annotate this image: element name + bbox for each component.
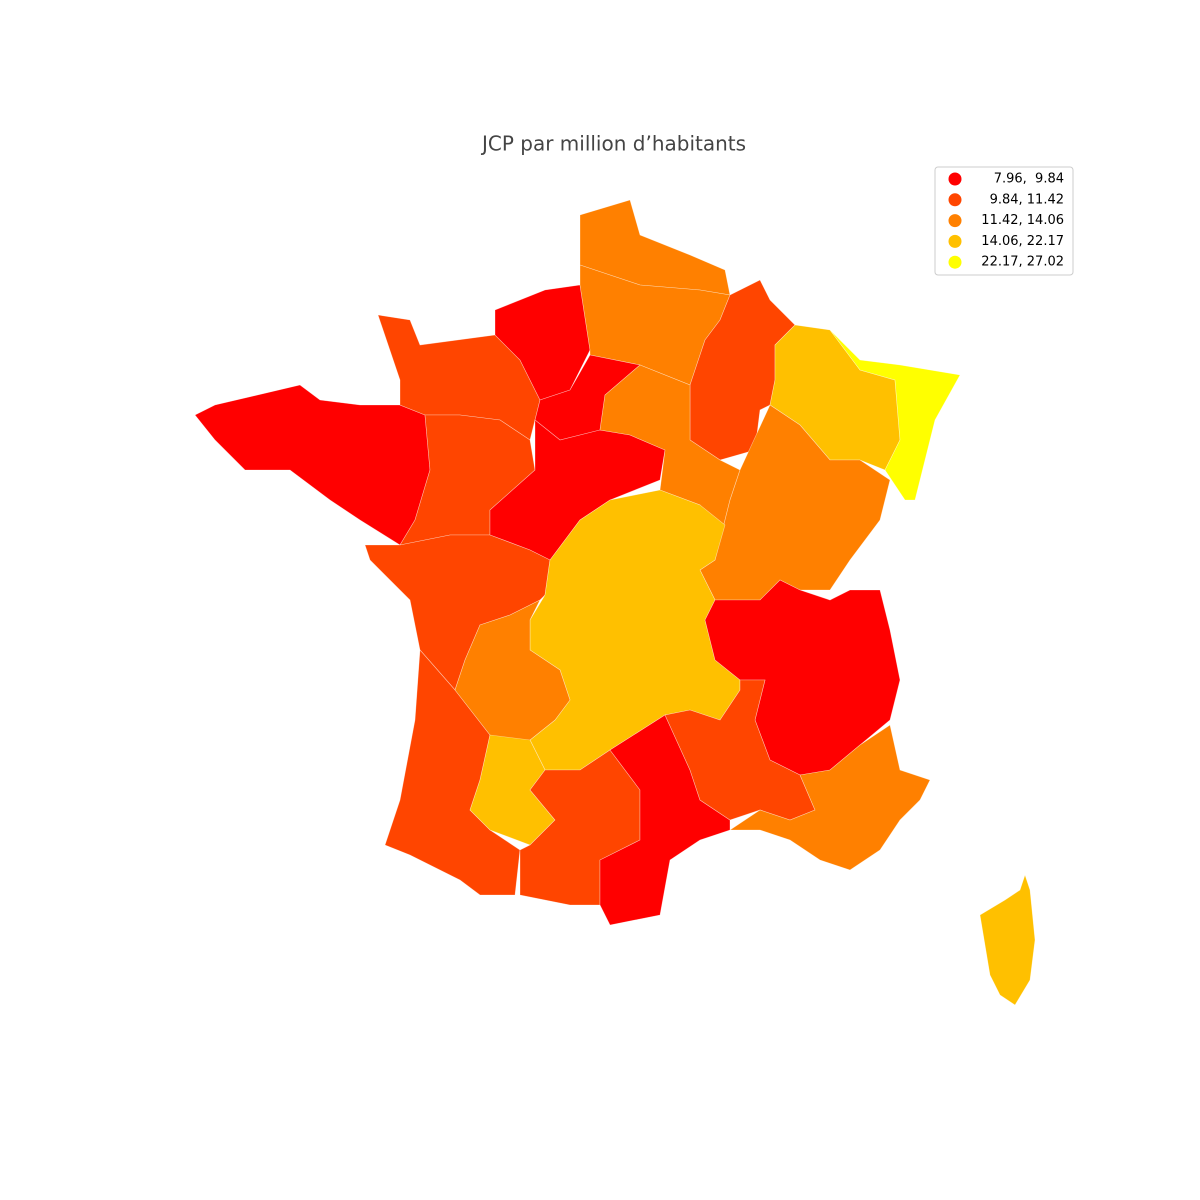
region xyxy=(664,679,816,821)
legend-label: 22.17, 27.02 xyxy=(981,255,1064,270)
legend-marker xyxy=(948,172,962,186)
legend-marker xyxy=(948,214,962,228)
region xyxy=(689,279,796,461)
legend-label: 11.42, 14.06 xyxy=(981,213,1064,228)
legend-label: 7.96, 9.84 xyxy=(994,172,1064,187)
legend: 7.96, 9.84 9.84, 11.42 11.42, 14.06 14.06, … xyxy=(948,172,1064,270)
legend-label: 14.06, 22.17 xyxy=(981,234,1064,249)
region xyxy=(829,329,961,501)
legend-label: 9.84, 11.42 xyxy=(990,192,1064,207)
legend-marker xyxy=(948,255,962,269)
region xyxy=(979,874,1036,1006)
region xyxy=(377,314,541,441)
legend-box xyxy=(934,166,1074,276)
regions xyxy=(194,199,1036,1006)
region xyxy=(729,724,931,871)
region xyxy=(194,384,431,546)
region xyxy=(454,599,571,771)
map-title: JCP par million d’habitants xyxy=(480,132,746,156)
legend-marker xyxy=(948,234,962,248)
legend-marker xyxy=(948,193,962,207)
